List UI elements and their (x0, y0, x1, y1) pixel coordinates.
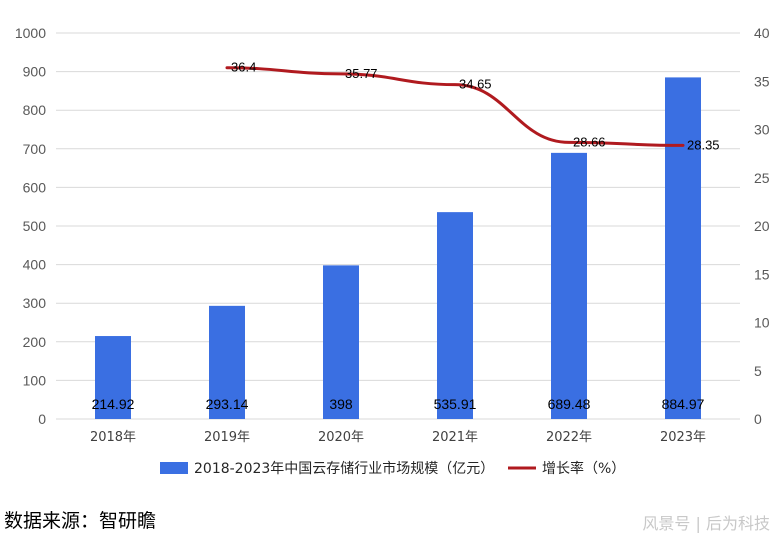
bar-value-label: 398 (329, 396, 353, 412)
left-tick-label: 600 (23, 179, 47, 195)
line-value-label: 28.35 (687, 137, 720, 152)
bar-series (95, 77, 701, 419)
watermark: 风景号 | 后为科技 (642, 514, 770, 533)
left-tick-label: 700 (23, 141, 47, 157)
bar (209, 305, 245, 419)
line-value-label: 34.65 (459, 77, 492, 92)
left-tick-label: 400 (23, 257, 47, 273)
right-tick-label: 5 (754, 363, 762, 379)
bar-value-label: 689.48 (548, 396, 591, 412)
bar-value-label: 293.14 (206, 396, 249, 412)
legend-bar-swatch (160, 462, 188, 474)
left-axis: 0 100 200 300 400 500 600 700 800 900 1000 (15, 25, 46, 427)
legend-line-label: 增长率（%） (542, 460, 625, 477)
line-labels: 36.4 35.77 34.65 28.66 28.35 (231, 60, 720, 153)
line-value-label: 36.4 (231, 60, 256, 75)
bar (95, 336, 131, 419)
left-tick-label: 300 (23, 295, 47, 311)
source-note: 数据来源：智研瞻 (4, 510, 157, 532)
right-tick-label: 25 (754, 170, 770, 186)
bar-value-label: 214.92 (92, 396, 135, 412)
left-tick-label: 900 (23, 64, 47, 80)
x-axis: 2018年 2019年 2020年 2021年 2022年 2023年 (90, 430, 706, 445)
left-tick-label: 800 (23, 102, 47, 118)
left-tick-label: 500 (23, 218, 47, 234)
right-tick-label: 30 (754, 122, 770, 138)
x-tick-label: 2023年 (660, 430, 706, 445)
right-tick-label: 35 (754, 73, 770, 89)
left-tick-label: 200 (23, 334, 47, 350)
right-tick-label: 0 (754, 411, 762, 427)
right-tick-label: 10 (754, 315, 770, 331)
legend-bar-label: 2018-2023年中国云存储行业市场规模（亿元） (194, 460, 494, 477)
bar (437, 212, 473, 419)
right-tick-label: 20 (754, 218, 770, 234)
x-tick-label: 2018年 (90, 430, 136, 445)
growth-line (225, 66, 685, 147)
bar-value-label: 884.97 (662, 396, 705, 412)
bar (551, 152, 587, 419)
right-axis: 0 5 10 15 20 25 30 35 40 (754, 25, 770, 427)
left-tick-label: 100 (23, 372, 47, 388)
x-tick-label: 2021年 (432, 430, 478, 445)
left-tick-label: 1000 (15, 25, 46, 41)
x-tick-label: 2022年 (546, 430, 592, 445)
bar (665, 77, 701, 419)
bar (323, 265, 359, 419)
right-tick-label: 15 (754, 266, 770, 282)
right-tick-label: 40 (754, 25, 770, 41)
line-value-label: 35.77 (345, 66, 378, 81)
line-value-label: 28.66 (573, 134, 606, 149)
left-tick-label: 0 (38, 411, 46, 427)
bar-value-label: 535.91 (434, 396, 477, 412)
legend: 2018-2023年中国云存储行业市场规模（亿元） 增长率（%） (160, 460, 625, 477)
x-tick-label: 2019年 (204, 430, 250, 445)
x-tick-label: 2020年 (318, 430, 364, 445)
bar-labels: 214.92 293.14 398 535.91 689.48 884.97 (92, 396, 705, 412)
line-series (225, 66, 685, 147)
gridlines (56, 32, 740, 420)
